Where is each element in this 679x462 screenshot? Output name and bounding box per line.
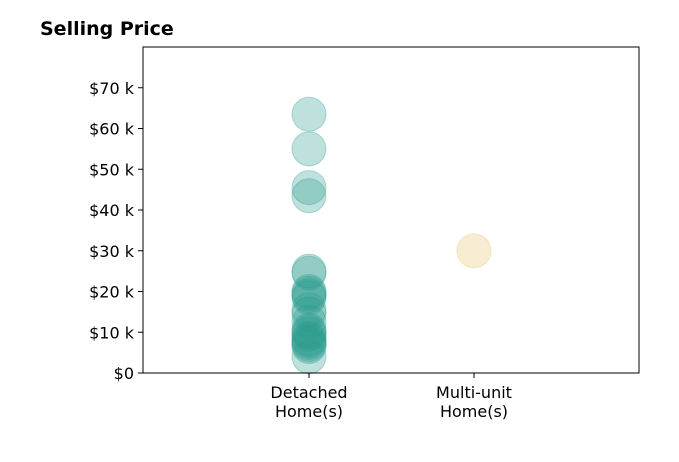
data-point: [291, 312, 327, 348]
data-point: [291, 329, 327, 365]
x-tick-label: Multi-unit Home(s): [436, 383, 512, 421]
data-point: [291, 304, 327, 340]
data-point: [291, 170, 327, 206]
data-point: [291, 339, 327, 375]
data-point: [291, 292, 327, 328]
data-point: [291, 255, 327, 291]
y-tick-label: $10 k: [89, 323, 135, 342]
data-point: [291, 131, 327, 167]
x-axis: Detached Home(s) Multi-unit Home(s): [270, 373, 512, 421]
data-point: [291, 178, 327, 214]
data-point: [456, 233, 492, 269]
data-point: [291, 96, 327, 132]
data-point: [291, 326, 327, 362]
y-tick-label: $40 k: [89, 201, 135, 220]
x-tick-label: Detached Home(s): [270, 383, 347, 421]
plot-area-frame: [142, 46, 640, 374]
y-tick-label: $70 k: [89, 79, 135, 98]
data-point: [291, 278, 327, 314]
data-point: [291, 314, 327, 350]
points-layer: [291, 96, 492, 375]
chart-title: Selling Price: [40, 18, 174, 40]
data-point: [291, 320, 327, 356]
y-tick-label: $50 k: [89, 160, 135, 179]
y-axis: $0 $10 k $20 k $30 k $40 k $50 k $60 k $70 k: [89, 79, 143, 383]
data-point: [291, 276, 327, 312]
data-point: [291, 316, 327, 352]
y-tick-label: $0: [114, 364, 134, 383]
data-point: [291, 322, 327, 358]
data-point: [291, 324, 327, 360]
y-tick-label: $30 k: [89, 242, 135, 261]
data-point: [291, 274, 327, 309]
y-tick-label: $20 k: [89, 283, 135, 302]
data-point: [291, 253, 327, 289]
data-point: [291, 280, 327, 316]
y-tick-label: $60 k: [89, 120, 135, 139]
data-point: [291, 296, 327, 332]
